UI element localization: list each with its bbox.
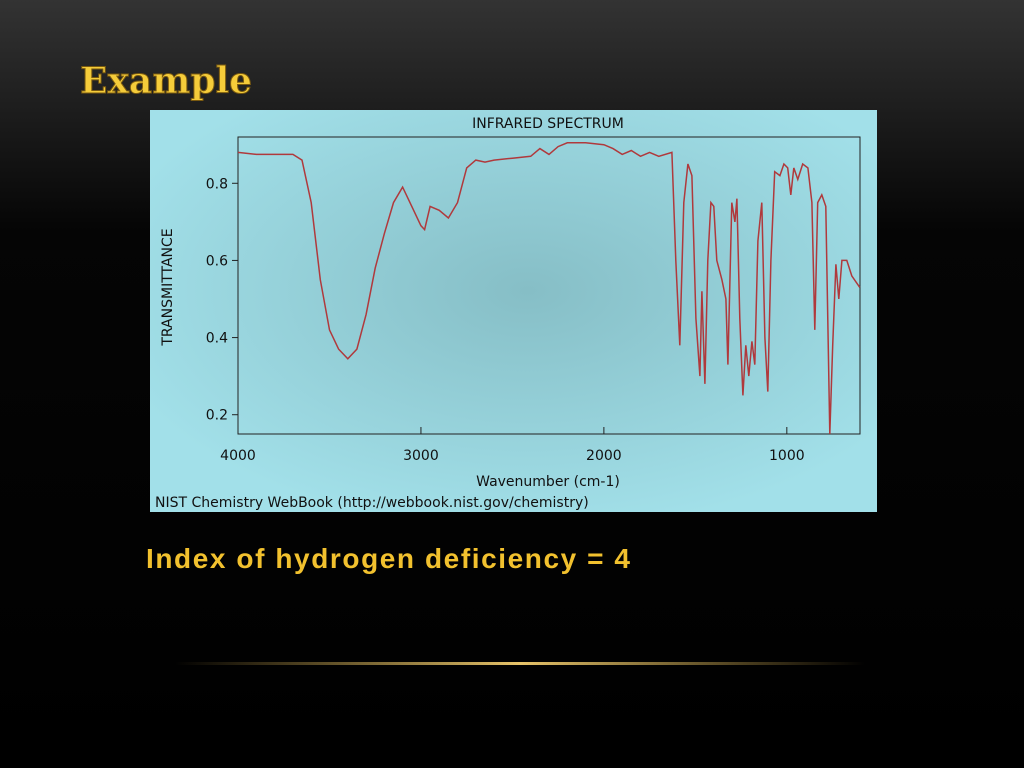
- x-tick-label: 4000: [220, 448, 256, 464]
- y-axis-label: TRANSMITTANCE: [160, 228, 176, 346]
- plot-frame: [237, 136, 861, 435]
- chart-title: INFRARED SPECTRUM: [472, 116, 624, 132]
- y-tick-label: 0.4: [206, 331, 228, 347]
- y-tick-label: 0.2: [206, 408, 228, 424]
- caption: Index of hydrogen deficiency = 4: [146, 543, 630, 574]
- x-axis-label: Wavenumber (cm-1): [476, 474, 620, 490]
- divider: [175, 662, 865, 665]
- spectrum-line: [237, 142, 861, 435]
- x-tick-label: 3000: [403, 448, 439, 464]
- chart-panel: [150, 110, 877, 512]
- x-tick-label: 1000: [769, 448, 805, 464]
- y-tick-label: 0.8: [206, 176, 228, 192]
- slide-title: Example: [80, 60, 252, 102]
- x-tick-label: 2000: [586, 448, 622, 464]
- y-tick-label: 0.6: [206, 253, 228, 269]
- source-note: NIST Chemistry WebBook (http://webbook.n…: [155, 495, 589, 511]
